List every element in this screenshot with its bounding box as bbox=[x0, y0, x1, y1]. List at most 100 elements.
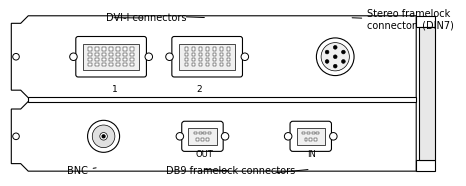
Circle shape bbox=[13, 53, 19, 60]
Bar bbox=[219, 63, 223, 66]
Circle shape bbox=[333, 45, 337, 49]
Bar bbox=[199, 52, 202, 56]
Circle shape bbox=[102, 135, 105, 138]
Bar bbox=[83, 44, 139, 70]
Bar bbox=[185, 52, 188, 56]
Circle shape bbox=[325, 60, 329, 63]
Circle shape bbox=[221, 133, 229, 140]
Circle shape bbox=[166, 53, 173, 60]
Bar bbox=[123, 52, 127, 56]
FancyBboxPatch shape bbox=[76, 36, 146, 77]
Bar bbox=[219, 58, 223, 61]
Bar bbox=[309, 138, 312, 141]
Circle shape bbox=[321, 43, 350, 71]
Bar bbox=[89, 47, 92, 51]
Bar bbox=[226, 52, 230, 56]
Circle shape bbox=[241, 53, 248, 60]
Circle shape bbox=[176, 133, 184, 140]
Bar bbox=[208, 132, 211, 134]
Bar bbox=[199, 63, 202, 66]
Bar bbox=[103, 52, 106, 56]
Text: DB9 framelock connectors: DB9 framelock connectors bbox=[166, 166, 295, 176]
Bar bbox=[116, 63, 120, 66]
Bar bbox=[185, 63, 188, 66]
FancyBboxPatch shape bbox=[290, 121, 331, 151]
Circle shape bbox=[325, 50, 329, 54]
Bar bbox=[116, 52, 120, 56]
Bar bbox=[103, 47, 106, 51]
Bar bbox=[123, 58, 127, 61]
Bar bbox=[185, 47, 188, 51]
Bar bbox=[110, 63, 113, 66]
Bar bbox=[206, 58, 209, 61]
Bar bbox=[196, 138, 199, 141]
Bar bbox=[96, 47, 99, 51]
Bar bbox=[297, 128, 325, 145]
Circle shape bbox=[88, 120, 120, 152]
Bar bbox=[199, 47, 202, 51]
Text: Stereo framelock
connector  (DIN7): Stereo framelock connector (DIN7) bbox=[352, 9, 454, 31]
Bar bbox=[206, 47, 209, 51]
Bar bbox=[130, 58, 134, 61]
Bar bbox=[130, 63, 134, 66]
Bar bbox=[206, 63, 209, 66]
Bar bbox=[316, 132, 319, 134]
Text: BNC: BNC bbox=[67, 166, 96, 176]
Bar bbox=[226, 63, 230, 66]
Circle shape bbox=[70, 53, 77, 60]
Bar bbox=[307, 132, 310, 134]
Circle shape bbox=[342, 60, 345, 63]
Bar bbox=[199, 58, 202, 61]
Polygon shape bbox=[11, 102, 416, 171]
Bar bbox=[226, 47, 230, 51]
Bar bbox=[416, 160, 435, 171]
Bar bbox=[179, 44, 235, 70]
Bar bbox=[212, 63, 216, 66]
Bar bbox=[116, 47, 120, 51]
Bar bbox=[312, 132, 315, 134]
Text: OUT: OUT bbox=[195, 150, 213, 159]
Bar bbox=[226, 58, 230, 61]
Bar bbox=[212, 58, 216, 61]
Bar bbox=[110, 52, 113, 56]
Bar bbox=[96, 52, 99, 56]
Bar bbox=[123, 47, 127, 51]
Bar bbox=[219, 52, 223, 56]
Bar bbox=[206, 52, 209, 56]
Bar bbox=[192, 63, 195, 66]
Bar bbox=[188, 128, 217, 145]
Bar bbox=[192, 47, 195, 51]
Bar bbox=[206, 138, 209, 141]
Bar bbox=[201, 138, 204, 141]
Bar bbox=[305, 138, 308, 141]
FancyBboxPatch shape bbox=[182, 121, 223, 151]
Circle shape bbox=[13, 133, 19, 140]
Bar bbox=[89, 63, 92, 66]
Circle shape bbox=[342, 50, 345, 54]
Text: IN: IN bbox=[307, 150, 316, 159]
Circle shape bbox=[100, 133, 107, 140]
Bar bbox=[123, 63, 127, 66]
Bar bbox=[96, 63, 99, 66]
Bar bbox=[185, 58, 188, 61]
Polygon shape bbox=[11, 16, 416, 98]
Circle shape bbox=[329, 133, 337, 140]
Bar bbox=[89, 58, 92, 61]
Bar bbox=[110, 58, 113, 61]
Bar bbox=[192, 52, 195, 56]
Text: 1: 1 bbox=[112, 85, 118, 94]
Bar bbox=[130, 47, 134, 51]
Bar bbox=[212, 52, 216, 56]
Circle shape bbox=[145, 53, 152, 60]
Bar bbox=[302, 132, 305, 134]
Circle shape bbox=[284, 133, 292, 140]
Bar bbox=[192, 58, 195, 61]
Circle shape bbox=[333, 64, 337, 68]
Bar bbox=[103, 58, 106, 61]
Text: DVI-I connectors: DVI-I connectors bbox=[106, 13, 186, 23]
Circle shape bbox=[92, 125, 115, 148]
Circle shape bbox=[316, 38, 354, 76]
Bar bbox=[89, 52, 92, 56]
Bar bbox=[419, 27, 435, 160]
Bar bbox=[96, 58, 99, 61]
